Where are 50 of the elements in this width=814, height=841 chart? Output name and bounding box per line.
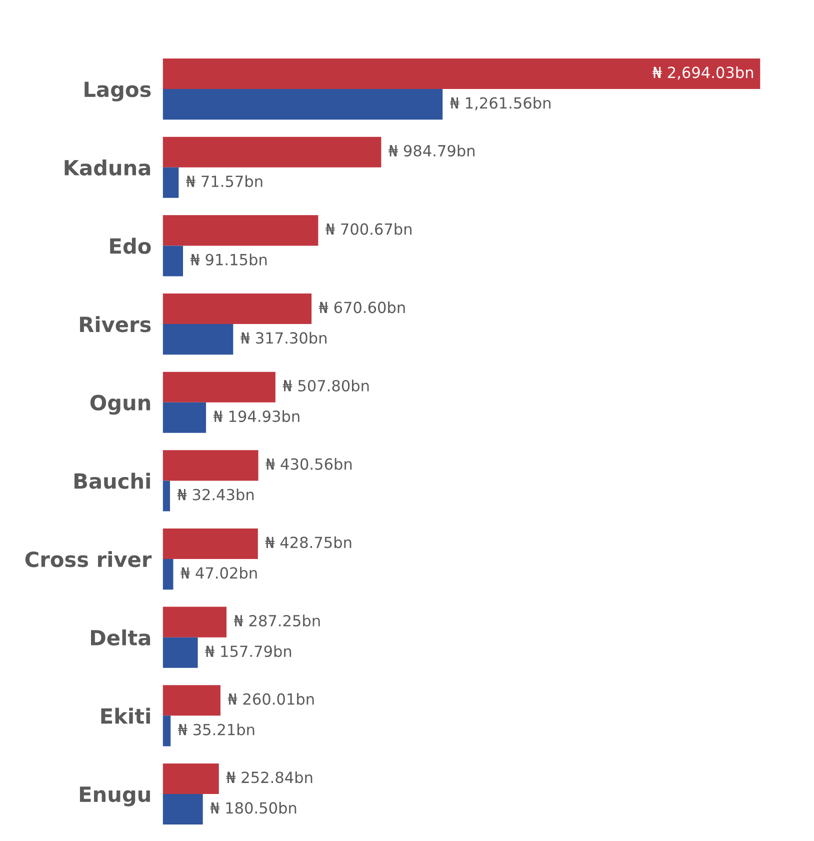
data-label: ₦ 700.67bn (326, 223, 412, 235)
y-tick-label: Lagos (84, 82, 151, 102)
data-label: ₦ 260.01bn (228, 693, 314, 705)
y-tick-label: Bauchi (74, 472, 150, 489)
bar (162, 685, 220, 716)
y-tick-label: Delta (91, 629, 150, 646)
data-label: ₦ 507.80bn (282, 380, 369, 392)
bar (162, 794, 203, 825)
bar (162, 372, 276, 402)
data-label: ₦ 670.60bn (318, 301, 405, 314)
bar (162, 215, 318, 246)
y-tick-label: Rivers (80, 316, 151, 332)
y-tick-label: Edo (110, 238, 151, 254)
bar (162, 58, 760, 90)
data-label: ₦ 430.56bn (266, 458, 352, 470)
bar (162, 528, 258, 560)
data-label: ₦ 287.25bn (234, 614, 320, 627)
bar (162, 450, 258, 481)
data-label: ₦ 32.43bn (177, 488, 254, 500)
bar (162, 559, 174, 590)
data-label: ₦ 252.84bn (226, 771, 312, 784)
bar (162, 136, 382, 168)
data-label: ₦ 317.30bn (240, 332, 326, 344)
bar (162, 246, 184, 276)
data-label: ₦ 428.75bn (265, 536, 352, 548)
data-label: ₦ 157.79bn (205, 645, 292, 658)
bar (162, 324, 234, 355)
bar (162, 167, 179, 198)
bar (162, 716, 171, 746)
y-tick-label: Kaduna (64, 159, 150, 176)
data-label: ₦ 71.57bn (186, 175, 262, 188)
bar (162, 606, 227, 638)
data-label: ₦ 2,694.03bn (652, 66, 754, 80)
bar (162, 637, 198, 668)
data-label: ₦ 1,261.56bn (450, 96, 550, 110)
bar (162, 480, 170, 512)
data-label: ₦ 35.21bn (178, 724, 254, 736)
data-label: ₦ 47.02bn (180, 566, 257, 579)
y-tick-label: Ogun (90, 394, 150, 415)
data-label: ₦ 91.15bn (190, 254, 267, 266)
data-label: ₦ 984.79bn (388, 144, 474, 157)
y-tick-label: Enugu (80, 786, 150, 806)
y-tick-label: Cross river (25, 551, 152, 568)
data-label: ₦ 180.50bn (210, 802, 296, 814)
bar (162, 763, 219, 794)
bar (162, 89, 443, 120)
y-tick-label: Ekiti (101, 708, 150, 724)
data-label: ₦ 194.93bn (213, 410, 300, 422)
bar (162, 402, 206, 433)
bar (162, 293, 312, 324)
